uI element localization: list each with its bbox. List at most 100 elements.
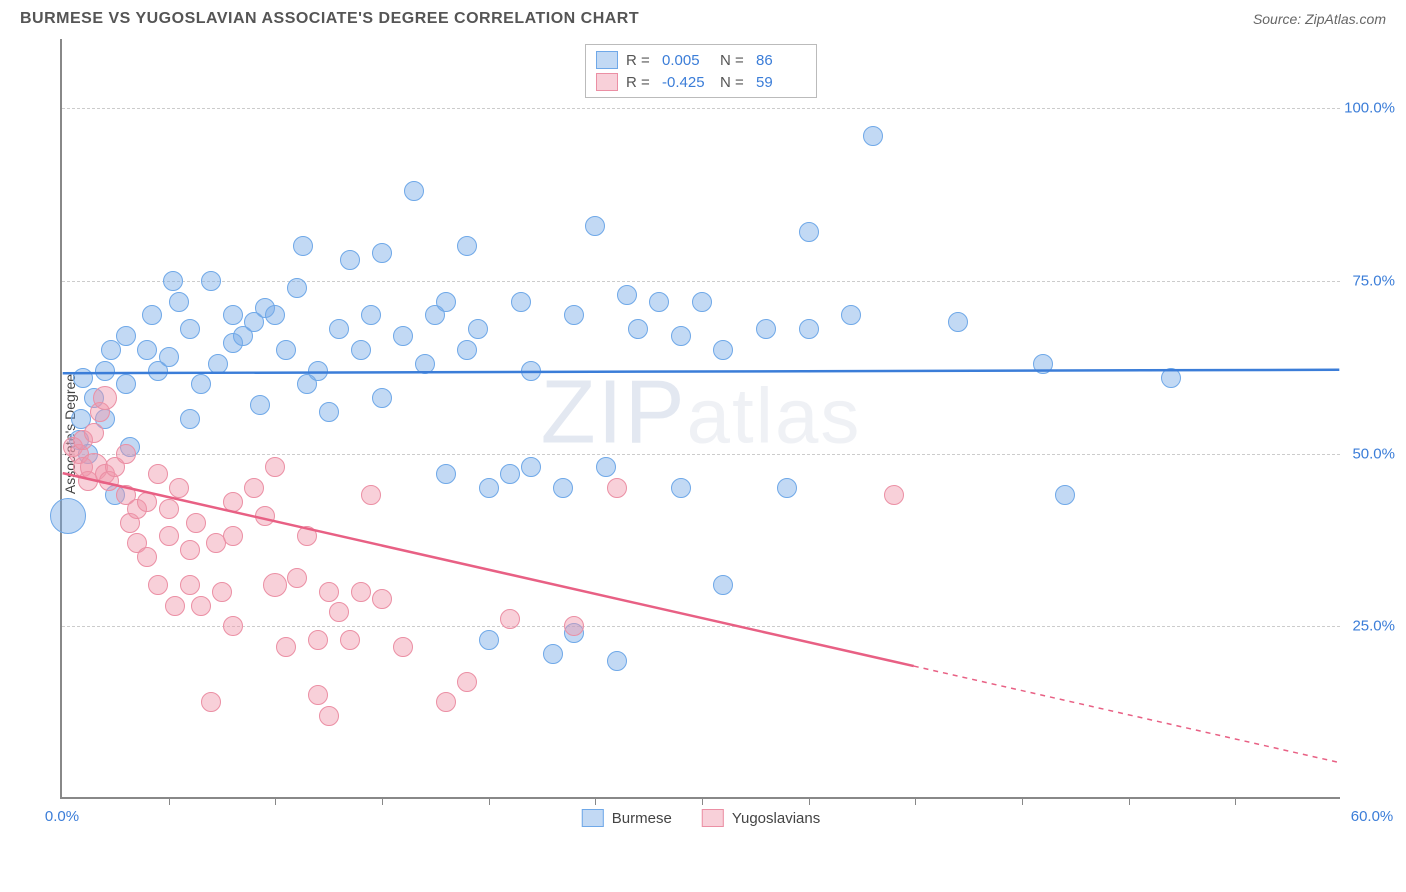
scatter-point [180,319,200,339]
scatter-point [799,319,819,339]
scatter-point [159,499,179,519]
bottom-legend: BurmeseYugoslavians [582,809,820,827]
scatter-point [457,672,477,692]
stat-n-label: N = [720,74,748,91]
scatter-point [84,423,104,443]
gridline [62,626,1340,627]
scatter-point [607,651,627,671]
scatter-point [212,582,232,602]
stat-r-label: R = [626,52,654,69]
legend-swatch [596,51,618,69]
scatter-point [50,498,86,534]
x-tick [275,797,276,805]
scatter-point [180,540,200,560]
scatter-point [863,126,883,146]
scatter-point [255,506,275,526]
stats-row: R =-0.425N =59 [596,71,806,93]
scatter-point [73,368,93,388]
scatter-point [340,630,360,650]
chart-header: BURMESE VS YUGOSLAVIAN ASSOCIATE'S DEGRE… [0,0,1406,34]
scatter-point [468,319,488,339]
x-tick [595,797,596,805]
scatter-point [543,644,563,664]
scatter-point [479,478,499,498]
scatter-point [186,513,206,533]
scatter-point [841,305,861,325]
scatter-point [223,492,243,512]
scatter-point [692,292,712,312]
scatter-point [223,526,243,546]
scatter-point [163,271,183,291]
scatter-point [287,568,307,588]
scatter-point [404,181,424,201]
stats-legend-box: R =0.005N =86R =-0.425N =59 [585,44,817,98]
scatter-point [116,326,136,346]
scatter-point [287,278,307,298]
scatter-point [308,685,328,705]
trend-lines [62,39,1340,797]
scatter-point [1161,368,1181,388]
scatter-point [137,492,157,512]
watermark: ZIPatlas [541,361,862,464]
scatter-point [1033,354,1053,374]
stat-n-label: N = [720,52,748,69]
scatter-point [223,305,243,325]
scatter-point [351,582,371,602]
scatter-point [308,361,328,381]
stat-r-value: 0.005 [662,52,712,69]
scatter-point [479,630,499,650]
scatter-point [553,478,573,498]
scatter-point [116,374,136,394]
scatter-point [436,692,456,712]
scatter-point [191,374,211,394]
scatter-point [521,361,541,381]
scatter-point [142,305,162,325]
scatter-point [777,478,797,498]
scatter-point [340,250,360,270]
scatter-point [607,478,627,498]
scatter-point [191,596,211,616]
x-tick [169,797,170,805]
scatter-point [180,575,200,595]
scatter-point [649,292,669,312]
scatter-point [1055,485,1075,505]
scatter-point [244,478,264,498]
stat-n-value: 59 [756,74,806,91]
scatter-point [93,386,117,410]
scatter-point [223,616,243,636]
y-tick-label: 100.0% [1344,100,1395,117]
scatter-point [671,326,691,346]
legend-swatch [702,809,724,827]
scatter-point [799,222,819,242]
scatter-point [361,305,381,325]
gridline [62,454,1340,455]
scatter-point [500,464,520,484]
stats-row: R =0.005N =86 [596,49,806,71]
scatter-point [208,354,228,374]
scatter-point [884,485,904,505]
scatter-point [319,706,339,726]
x-tick [1235,797,1236,805]
scatter-point [165,596,185,616]
scatter-point [457,236,477,256]
scatter-point [329,319,349,339]
scatter-point [564,616,584,636]
x-tick [915,797,916,805]
scatter-point [116,444,136,464]
scatter-point [415,354,435,374]
scatter-point [137,340,157,360]
scatter-point [263,573,287,597]
scatter-point [361,485,381,505]
scatter-point [180,409,200,429]
scatter-point [564,305,584,325]
scatter-point [297,526,317,546]
scatter-point [393,637,413,657]
scatter-point [137,547,157,567]
legend-swatch [582,809,604,827]
x-tick [382,797,383,805]
x-tick [809,797,810,805]
scatter-point [159,347,179,367]
x-tick [1129,797,1130,805]
scatter-point [159,526,179,546]
legend-item: Yugoslavians [702,809,820,827]
